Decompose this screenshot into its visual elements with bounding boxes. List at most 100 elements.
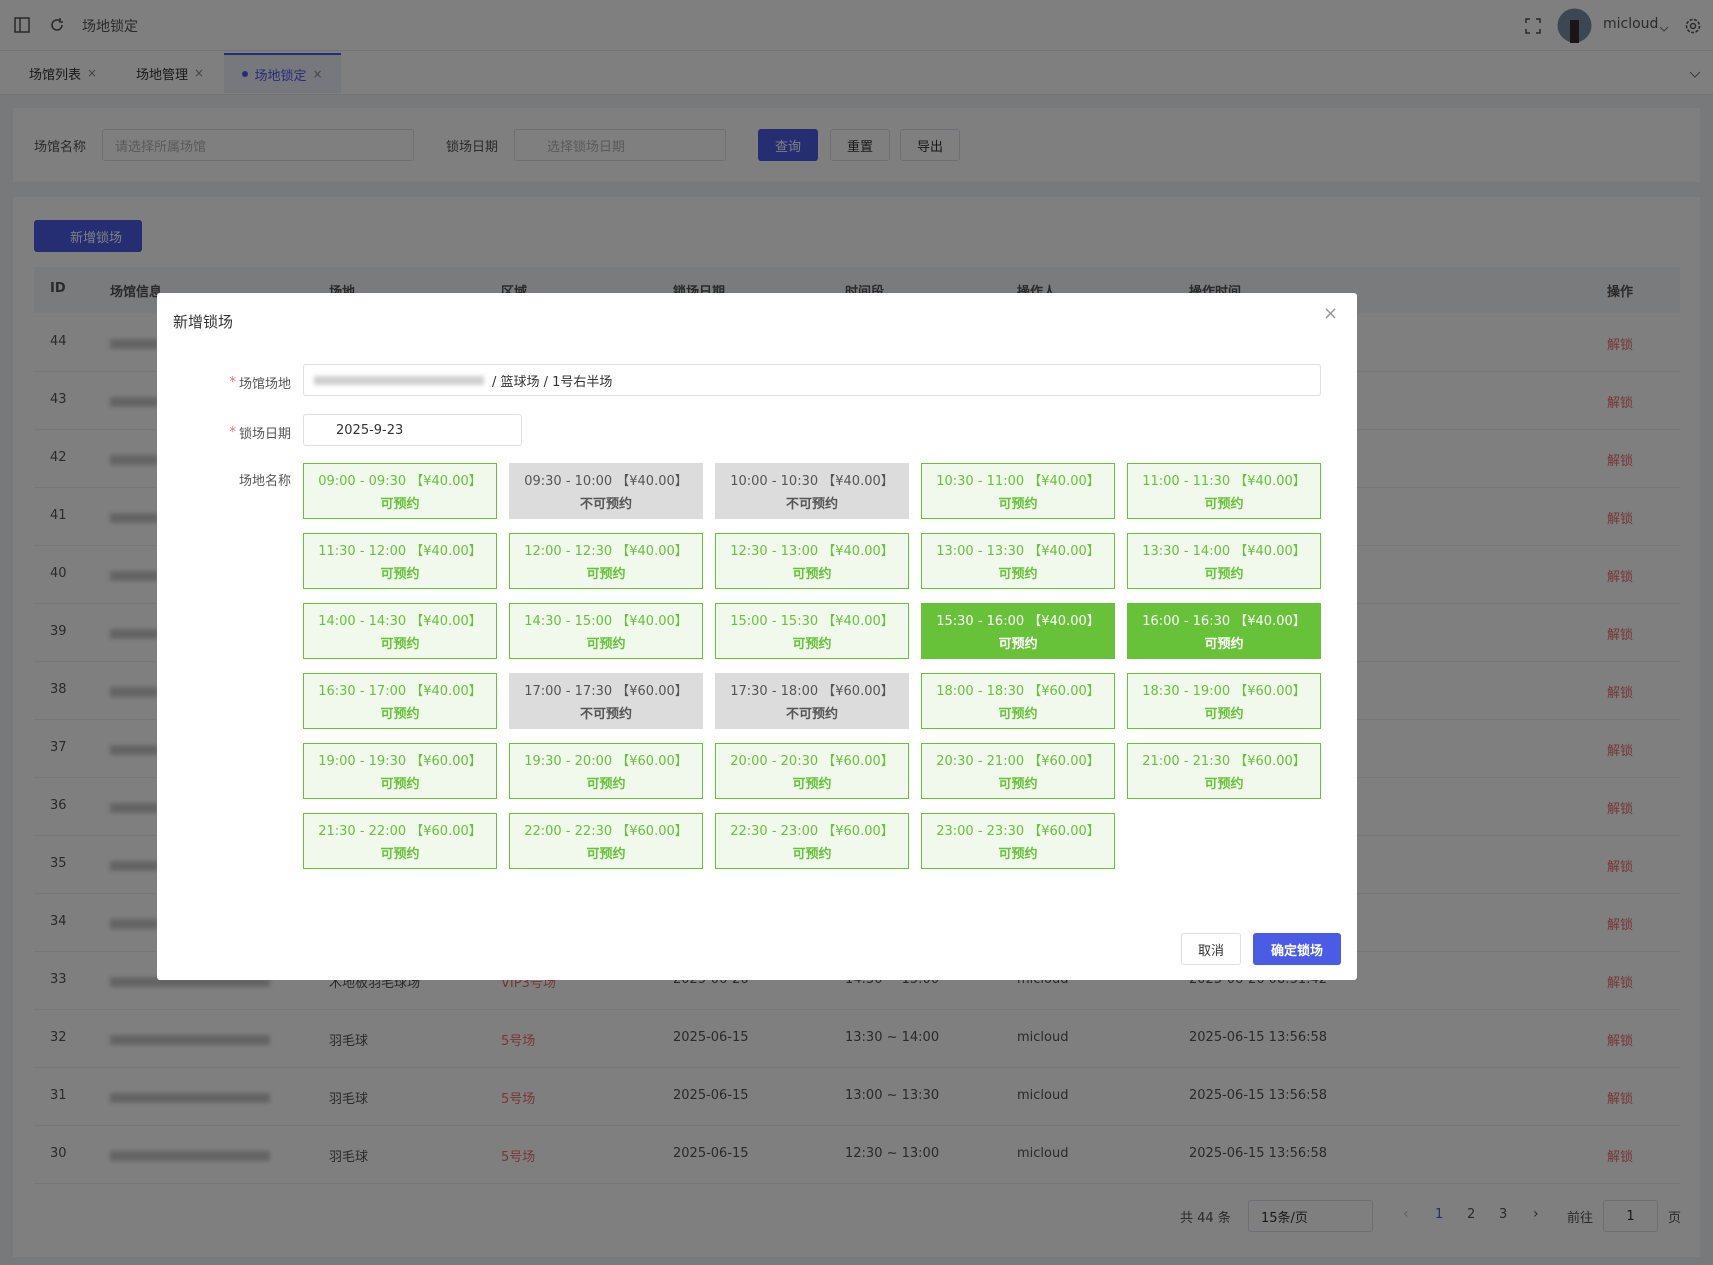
required-mark: *	[229, 425, 236, 440]
slot-status: 可预约	[998, 497, 1038, 512]
slot-time: 13:30 - 14:00 【¥40.00】	[1142, 544, 1306, 559]
slot-status: 可预约	[998, 637, 1038, 652]
date-value: 2025-9-23	[336, 422, 404, 438]
time-slot[interactable]: 11:00 - 11:30 【¥40.00】 可预约	[1127, 463, 1321, 519]
slot-status: 可预约	[1204, 707, 1244, 722]
time-slot[interactable]: 22:00 - 22:30 【¥60.00】 可预约	[509, 813, 703, 869]
slot-status: 不可预约	[785, 497, 838, 512]
slot-status: 可预约	[792, 637, 832, 652]
slot-status: 可预约	[586, 637, 626, 652]
required-mark: *	[229, 375, 236, 390]
time-slot[interactable]: 11:30 - 12:00 【¥40.00】 可预约	[303, 533, 497, 589]
slot-status: 可预约	[1204, 497, 1244, 512]
modal: 新增锁场 × * 场馆场地 / 篮球场 / 1号右半场 * 锁场日期 2025-9-23 场地名…	[157, 293, 1357, 980]
label-text: 场地名称	[238, 474, 291, 489]
time-slot[interactable]: 10:30 - 11:00 【¥40.00】 可预约	[921, 463, 1115, 519]
slot-status: 可预约	[380, 637, 420, 652]
slot-status: 可预约	[1204, 777, 1244, 792]
label-text: 场馆场地	[238, 377, 291, 392]
slot-time: 11:00 - 11:30 【¥40.00】	[1142, 474, 1306, 489]
slot-time: 20:00 - 20:30 【¥60.00】	[730, 754, 894, 769]
venue-input[interactable]: / 篮球场 / 1号右半场	[303, 364, 1321, 396]
time-slot[interactable]: 12:00 - 12:30 【¥40.00】 可预约	[509, 533, 703, 589]
slot-status: 可预约	[792, 847, 832, 862]
slot-status: 可预约	[1204, 567, 1244, 582]
time-slot[interactable]: 19:00 - 19:30 【¥60.00】 可预约	[303, 743, 497, 799]
time-slot[interactable]: 16:00 - 16:30 【¥40.00】 可预约	[1127, 603, 1321, 659]
slot-status: 不可预约	[579, 497, 632, 512]
slot-time: 19:00 - 19:30 【¥60.00】	[318, 754, 482, 769]
slot-time: 23:00 - 23:30 【¥60.00】	[936, 824, 1100, 839]
slot-time: 15:30 - 16:00 【¥40.00】	[936, 614, 1100, 629]
time-slot[interactable]: 20:30 - 21:00 【¥60.00】 可预约	[921, 743, 1115, 799]
time-slot[interactable]: 18:30 - 19:00 【¥60.00】 可预约	[1127, 673, 1321, 729]
time-slot[interactable]: 15:00 - 15:30 【¥40.00】 可预约	[715, 603, 909, 659]
slot-status: 可预约	[380, 567, 420, 582]
slot-time: 11:30 - 12:00 【¥40.00】	[318, 544, 482, 559]
slot-time: 18:30 - 19:00 【¥60.00】	[1142, 684, 1306, 699]
slot-time: 22:00 - 22:30 【¥60.00】	[524, 824, 688, 839]
time-slot: 10:00 - 10:30 【¥40.00】 不可预约	[715, 463, 909, 519]
modal-close[interactable]: ×	[1323, 303, 1339, 324]
modal-title: 新增锁场	[173, 313, 234, 331]
slot-time: 14:00 - 14:30 【¥40.00】	[318, 614, 482, 629]
form-label: 场地名称	[157, 470, 291, 489]
time-slot[interactable]: 13:30 - 14:00 【¥40.00】 可预约	[1127, 533, 1321, 589]
slot-time: 15:00 - 15:30 【¥40.00】	[730, 614, 894, 629]
slot-time: 09:30 - 10:00 【¥40.00】	[524, 474, 688, 489]
slot-status: 可预约	[998, 847, 1038, 862]
slot-time: 16:30 - 17:00 【¥40.00】	[318, 684, 482, 699]
slot-status: 不可预约	[785, 707, 838, 722]
time-slot[interactable]: 20:00 - 20:30 【¥60.00】 可预约	[715, 743, 909, 799]
time-slot[interactable]: 21:30 - 22:00 【¥60.00】 可预约	[303, 813, 497, 869]
slot-status: 可预约	[792, 567, 832, 582]
slot-time: 20:30 - 21:00 【¥60.00】	[936, 754, 1100, 769]
slot-time: 12:30 - 13:00 【¥40.00】	[730, 544, 894, 559]
time-slot[interactable]: 22:30 - 23:00 【¥60.00】 可预约	[715, 813, 909, 869]
venue-value: / 篮球场 / 1号右半场	[492, 374, 613, 390]
cancel-button[interactable]: 取消	[1181, 933, 1241, 965]
time-slot[interactable]: 18:00 - 18:30 【¥60.00】 可预约	[921, 673, 1115, 729]
slot-status: 可预约	[380, 847, 420, 862]
time-slot[interactable]: 12:30 - 13:00 【¥40.00】 可预约	[715, 533, 909, 589]
slot-status: 可预约	[586, 847, 626, 862]
slot-time: 21:30 - 22:00 【¥60.00】	[318, 824, 482, 839]
slot-status: 可预约	[1204, 637, 1244, 652]
slot-time: 10:30 - 11:00 【¥40.00】	[936, 474, 1100, 489]
time-slot[interactable]: 19:30 - 20:00 【¥60.00】 可预约	[509, 743, 703, 799]
date-value-input[interactable]: 2025-9-23	[303, 414, 522, 446]
slot-time: 13:00 - 13:30 【¥40.00】	[936, 544, 1100, 559]
blurred-prefix	[314, 375, 484, 385]
slot-status: 可预约	[998, 707, 1038, 722]
time-slot: 09:30 - 10:00 【¥40.00】 不可预约	[509, 463, 703, 519]
slot-time: 21:00 - 21:30 【¥60.00】	[1142, 754, 1306, 769]
slot-time: 17:30 - 18:00 【¥60.00】	[730, 684, 894, 699]
slot-status: 可预约	[586, 777, 626, 792]
time-slot: 17:00 - 17:30 【¥60.00】 不可预约	[509, 673, 703, 729]
form-label: * 锁场日期	[157, 423, 291, 442]
slot-status: 可预约	[380, 777, 420, 792]
slot-status: 可预约	[998, 567, 1038, 582]
time-slot[interactable]: 14:30 - 15:00 【¥40.00】 可预约	[509, 603, 703, 659]
slot-status: 不可预约	[579, 707, 632, 722]
time-slot[interactable]: 14:00 - 14:30 【¥40.00】 可预约	[303, 603, 497, 659]
time-slot[interactable]: 13:00 - 13:30 【¥40.00】 可预约	[921, 533, 1115, 589]
time-slot[interactable]: 21:00 - 21:30 【¥60.00】 可预约	[1127, 743, 1321, 799]
slot-time: 14:30 - 15:00 【¥40.00】	[524, 614, 688, 629]
slot-status: 可预约	[792, 777, 832, 792]
form-label: * 场馆场地	[157, 373, 291, 392]
slot-time: 10:00 - 10:30 【¥40.00】	[730, 474, 894, 489]
slot-status: 可预约	[998, 777, 1038, 792]
label-text: 锁场日期	[238, 427, 291, 442]
time-slot[interactable]: 23:00 - 23:30 【¥60.00】 可预约	[921, 813, 1115, 869]
confirm-button[interactable]: 确定锁场	[1253, 933, 1341, 965]
slot-status: 可预约	[586, 567, 626, 582]
time-slot[interactable]: 15:30 - 16:00 【¥40.00】 可预约	[921, 603, 1115, 659]
slot-time: 16:00 - 16:30 【¥40.00】	[1142, 614, 1306, 629]
time-slot[interactable]: 16:30 - 17:00 【¥40.00】 可预约	[303, 673, 497, 729]
slot-time: 09:00 - 09:30 【¥40.00】	[318, 474, 482, 489]
slot-time: 17:00 - 17:30 【¥60.00】	[524, 684, 688, 699]
time-slot[interactable]: 09:00 - 09:30 【¥40.00】 可预约	[303, 463, 497, 519]
